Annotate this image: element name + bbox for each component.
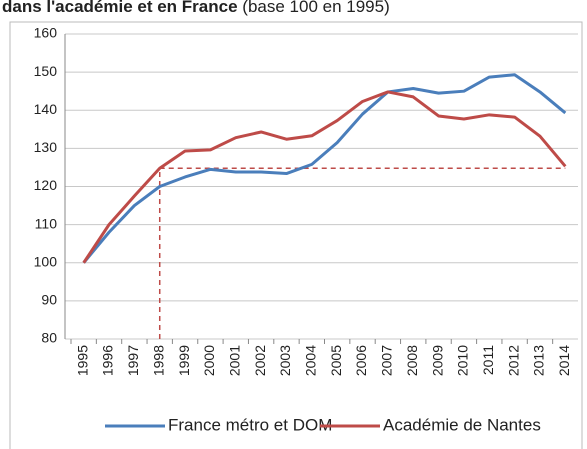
x-tick-label: 2012 xyxy=(505,345,521,376)
y-tick-label: 120 xyxy=(34,177,58,193)
y-tick-label: 110 xyxy=(35,215,58,231)
series-line xyxy=(82,90,567,264)
y-tick-label: 90 xyxy=(41,292,57,308)
legend-label: France métro et DOM xyxy=(168,415,332,434)
x-tick-label: 2003 xyxy=(277,345,293,376)
title-sub: (base 100 en 1995) xyxy=(242,0,389,16)
y-tick-label: 130 xyxy=(34,139,58,155)
x-tick-label: 2004 xyxy=(303,345,319,376)
x-tick-label: 2014 xyxy=(556,345,572,376)
x-tick-label: 2001 xyxy=(226,345,242,376)
chart-title: dans l'académie et en France (base 100 e… xyxy=(2,0,390,16)
x-tick-label: 1995 xyxy=(74,345,90,376)
x-tick-label: 2013 xyxy=(531,345,547,376)
x-tick-label: 1997 xyxy=(125,345,141,376)
title-main: dans l'académie et en France xyxy=(2,0,238,16)
legend-label: Académie de Nantes xyxy=(383,415,541,434)
x-tick-label: 2009 xyxy=(429,345,445,376)
x-tick-label: 1998 xyxy=(150,345,166,376)
x-tick-label: 2000 xyxy=(201,345,217,376)
series-line xyxy=(82,73,567,264)
x-tick-label: 2010 xyxy=(455,345,471,376)
chart-frame xyxy=(9,21,583,449)
y-tick-label: 140 xyxy=(34,101,58,117)
x-tick-label: 2011 xyxy=(480,345,496,375)
x-tick-label: 2005 xyxy=(328,345,344,376)
x-tick-label: 1996 xyxy=(100,345,116,376)
y-tick-label: 100 xyxy=(34,253,58,269)
y-tick-label: 80 xyxy=(41,330,57,346)
x-tick-label: 2006 xyxy=(353,345,369,376)
x-tick-label: 1999 xyxy=(176,345,192,376)
x-tick-label: 2002 xyxy=(252,345,268,376)
y-tick-label: 160 xyxy=(34,25,58,41)
x-tick-label: 2007 xyxy=(379,345,395,376)
y-tick-label: 150 xyxy=(34,63,58,79)
x-tick-label: 2008 xyxy=(404,345,420,376)
